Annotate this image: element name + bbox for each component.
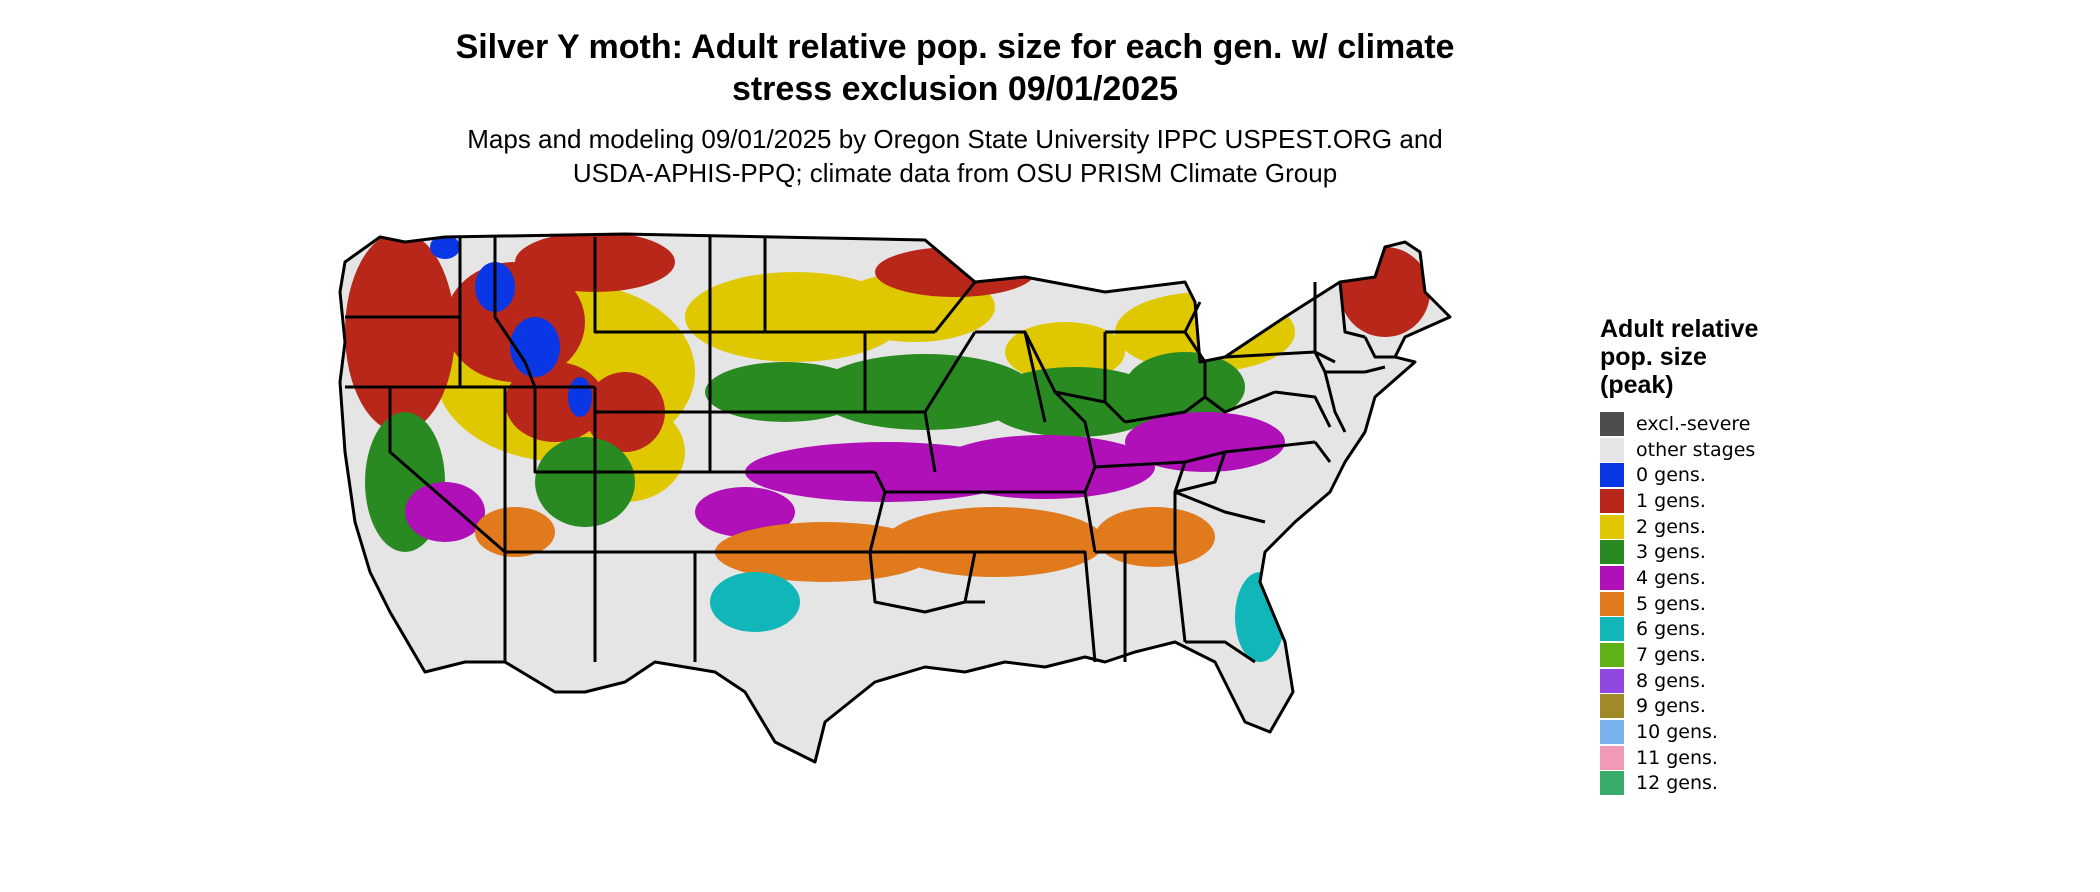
map-title-line-1: Silver Y moth: Adult relative pop. size … bbox=[455, 28, 1455, 66]
legend-swatch bbox=[1600, 643, 1624, 668]
legend-label: 3 gens. bbox=[1636, 541, 1706, 564]
map-subtitle-line-1: Maps and modeling 09/01/2025 by Oregon S… bbox=[467, 124, 1443, 154]
region-5-gens bbox=[475, 507, 555, 557]
legend-entry: 5 gens. bbox=[1600, 591, 1820, 617]
map-subtitle: Maps and modeling 09/01/2025 by Oregon S… bbox=[0, 122, 1910, 190]
legend-entry: 12 gens. bbox=[1600, 771, 1820, 797]
legend-entry: excl.-severe bbox=[1600, 411, 1820, 437]
state-lines bbox=[345, 237, 1395, 664]
region-0-gens bbox=[510, 317, 560, 377]
legend-label: 1 gens. bbox=[1636, 489, 1706, 512]
legend-label: 7 gens. bbox=[1636, 644, 1706, 667]
legend-swatch bbox=[1600, 694, 1624, 719]
legend-label: 9 gens. bbox=[1636, 695, 1706, 718]
legend-swatch bbox=[1600, 437, 1624, 462]
region-5-gens bbox=[1095, 507, 1215, 567]
region-5-gens bbox=[885, 507, 1105, 577]
legend-swatch bbox=[1600, 565, 1624, 590]
region-0-gens bbox=[430, 235, 460, 259]
region-4-gens bbox=[695, 487, 795, 537]
us-map bbox=[338, 232, 1452, 764]
legend-swatch bbox=[1600, 720, 1624, 745]
region-6-gens bbox=[710, 572, 800, 632]
legend-entry: 9 gens. bbox=[1600, 694, 1820, 720]
legend-entry: 4 gens. bbox=[1600, 565, 1820, 591]
legend-swatch bbox=[1600, 463, 1624, 488]
region-0-gens bbox=[568, 377, 592, 417]
legend-swatch bbox=[1600, 617, 1624, 642]
legend-label: 12 gens. bbox=[1636, 772, 1718, 795]
region-1-gens bbox=[1340, 247, 1430, 337]
legend-swatch bbox=[1600, 591, 1624, 616]
legend-swatch bbox=[1600, 540, 1624, 565]
state-boundaries bbox=[338, 232, 1452, 764]
legend-label: 0 gens. bbox=[1636, 464, 1706, 487]
map-title: Silver Y moth: Adult relative pop. size … bbox=[0, 26, 1910, 110]
legend-entry: 8 gens. bbox=[1600, 668, 1820, 694]
legend: Adult relative pop. size (peak) excl.-se… bbox=[1600, 315, 1820, 796]
legend-label: other stages bbox=[1636, 438, 1756, 461]
region-3-gens bbox=[985, 367, 1165, 437]
map-subtitle-line-2: USDA-APHIS-PPQ; climate data from OSU PR… bbox=[572, 158, 1338, 188]
legend-label: excl.-severe bbox=[1636, 412, 1751, 435]
region-2-gens bbox=[1005, 322, 1125, 382]
legend-entry: 7 gens. bbox=[1600, 642, 1820, 668]
legend-label: 4 gens. bbox=[1636, 566, 1706, 589]
region-4-gens bbox=[1125, 412, 1285, 472]
legend-entry: 10 gens. bbox=[1600, 719, 1820, 745]
legend-label: 5 gens. bbox=[1636, 592, 1706, 615]
legend-title: Adult relative pop. size (peak) bbox=[1600, 315, 1820, 399]
legend-entry: other stages bbox=[1600, 437, 1820, 463]
legend-entry: 1 gens. bbox=[1600, 488, 1820, 514]
legend-entry: 6 gens. bbox=[1600, 617, 1820, 643]
legend-title-line-3: (peak) bbox=[1600, 371, 1674, 399]
legend-label: 6 gens. bbox=[1636, 618, 1706, 641]
region-4-gens bbox=[405, 482, 485, 542]
legend-entry: 0 gens. bbox=[1600, 462, 1820, 488]
region-1-gens bbox=[345, 234, 455, 432]
legend-swatch bbox=[1600, 668, 1624, 693]
legend-entry: 2 gens. bbox=[1600, 514, 1820, 540]
legend-swatch bbox=[1600, 488, 1624, 513]
region-3-gens bbox=[535, 437, 635, 527]
generation-map-raster bbox=[340, 234, 1450, 762]
legend-label: 11 gens. bbox=[1636, 746, 1718, 769]
legend-entry: 11 gens. bbox=[1600, 745, 1820, 771]
legend-swatch bbox=[1600, 771, 1624, 796]
legend-title-line-2: pop. size bbox=[1600, 343, 1707, 371]
legend-label: 10 gens. bbox=[1636, 721, 1718, 744]
legend-label: 2 gens. bbox=[1636, 515, 1706, 538]
legend-swatch bbox=[1600, 514, 1624, 539]
legend-title-line-1: Adult relative bbox=[1600, 315, 1759, 343]
map-title-line-2: stress exclusion 09/01/2025 bbox=[731, 70, 1179, 108]
legend-label: 8 gens. bbox=[1636, 669, 1706, 692]
region-1-gens bbox=[875, 247, 1035, 297]
legend-entry: 3 gens. bbox=[1600, 539, 1820, 565]
region-4-gens bbox=[935, 435, 1155, 499]
legend-swatch bbox=[1600, 745, 1624, 770]
legend-items: excl.-severe other stages 0 gens. 1 gens. 2 … bbox=[1600, 411, 1820, 796]
legend-swatch bbox=[1600, 411, 1624, 436]
